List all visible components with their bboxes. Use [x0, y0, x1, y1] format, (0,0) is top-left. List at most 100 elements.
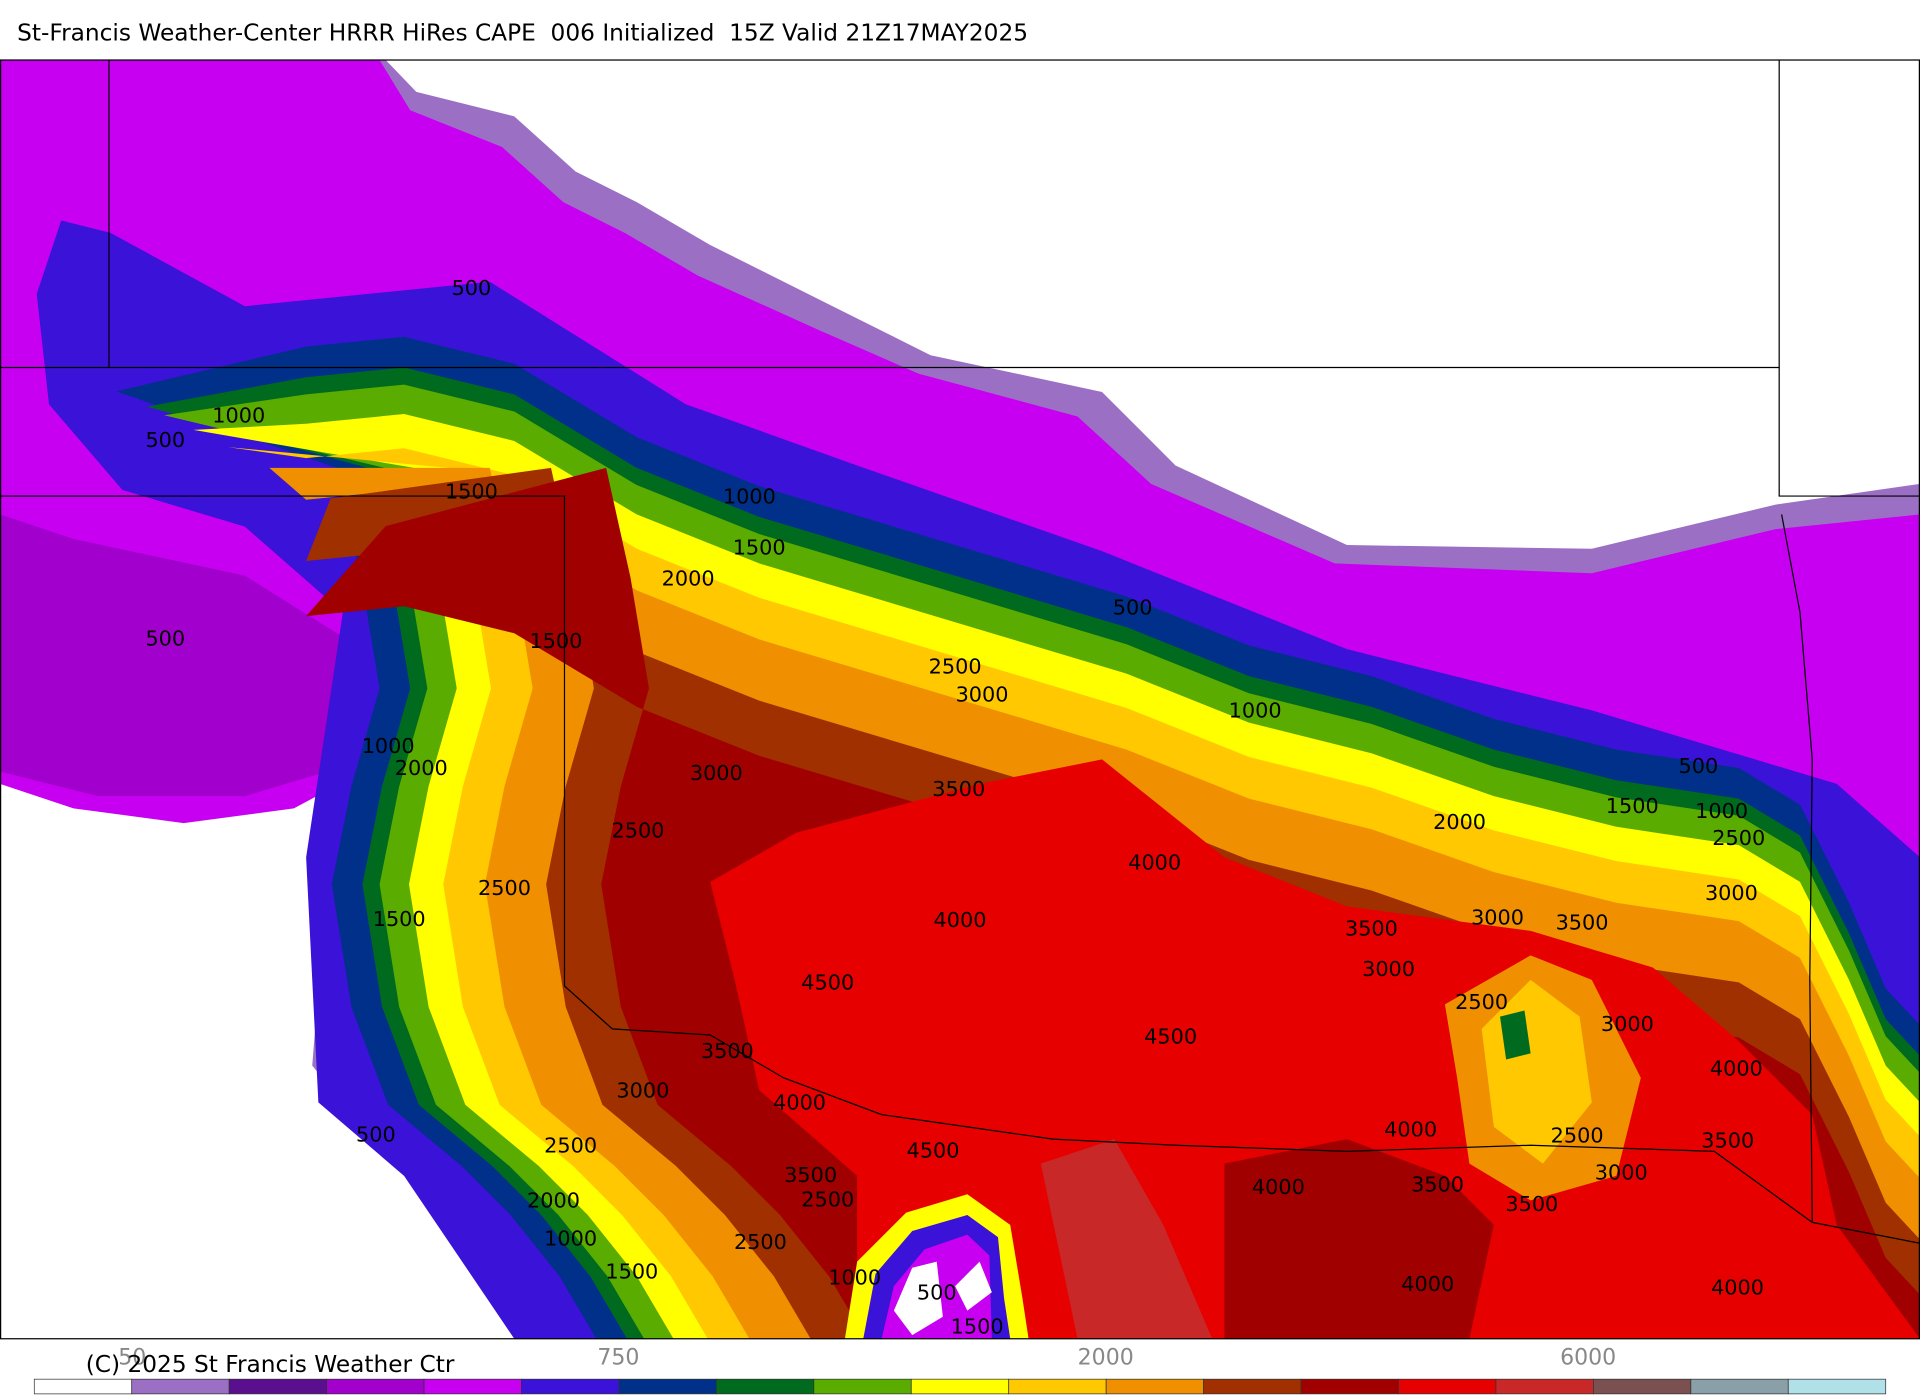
contour-label: 4000 — [773, 1091, 826, 1115]
contour-label: 2500 — [1712, 826, 1765, 850]
colorbar-label: 750 — [597, 1345, 639, 1370]
title: St-Francis Weather-Center HRRR HiRes CAP… — [17, 19, 1028, 46]
contour-label: 2500 — [1455, 990, 1508, 1014]
contour-label: 1000 — [1695, 799, 1748, 823]
colorbar-segment — [521, 1378, 620, 1395]
colorbar-segment — [423, 1378, 522, 1395]
colorbar-segment — [1787, 1378, 1887, 1395]
contour-label: 4000 — [1401, 1272, 1454, 1296]
contour-label: 1500 — [951, 1315, 1004, 1339]
contour-label: 1500 — [529, 629, 582, 653]
contour-label: 3000 — [690, 761, 743, 785]
contour-label: 500 — [452, 276, 492, 300]
map-border — [0, 59, 1920, 1340]
contour-label: 3000 — [1601, 1012, 1654, 1036]
colorbar-segment — [910, 1378, 1010, 1395]
contour-label: 4500 — [801, 971, 854, 995]
contour-label: 2000 — [1433, 810, 1486, 834]
colorbar-segment — [1203, 1378, 1302, 1395]
cape-area — [0, 514, 368, 797]
colorbar-label: 6000 — [1560, 1345, 1616, 1370]
contour-label: 1500 — [733, 536, 786, 560]
colorbar-segment — [228, 1378, 327, 1395]
clear-area — [893, 1261, 943, 1336]
contour-label: 1000 — [212, 403, 265, 427]
colorbar-label: 50 — [118, 1345, 146, 1370]
contour-label: 3000 — [616, 1078, 669, 1102]
contour-label: 2000 — [662, 566, 715, 590]
cape-area — [1500, 1010, 1531, 1060]
colorbar-segment — [1398, 1378, 1497, 1395]
contour-label: 2500 — [801, 1187, 854, 1211]
contour-label: 1500 — [445, 479, 498, 503]
contour-label: 3000 — [1595, 1160, 1648, 1184]
contour-label: 3500 — [932, 777, 985, 801]
contour-label: 500 — [145, 626, 185, 650]
contour-label: 1000 — [1229, 699, 1282, 723]
state-boundary — [0, 495, 1920, 1244]
state-boundary — [1781, 514, 1813, 1223]
contour-label: 3500 — [784, 1163, 837, 1187]
contour-label: 500 — [1679, 754, 1719, 778]
contour-label: 1500 — [1606, 794, 1659, 818]
contour-label: 3000 — [1705, 881, 1758, 905]
contour-label: 2500 — [734, 1230, 787, 1254]
contour-label: 4000 — [1128, 851, 1181, 875]
colorbar-segment — [1300, 1378, 1399, 1395]
clear-area — [955, 1261, 992, 1311]
contour-label: 2500 — [544, 1133, 597, 1157]
contour-label: 3000 — [956, 683, 1009, 707]
contour-label: 1000 — [362, 734, 415, 758]
contour-label: 2000 — [395, 756, 448, 780]
contour-label: 4000 — [934, 908, 987, 932]
colorbar-segment — [1495, 1378, 1594, 1395]
contour-label: 4500 — [907, 1138, 960, 1162]
contour-label: 1500 — [373, 907, 426, 931]
cape-area — [1224, 1139, 1494, 1339]
contour-label: 3500 — [1411, 1173, 1464, 1197]
fields — [0, 60, 1920, 1339]
contour-label: 4000 — [1384, 1118, 1437, 1142]
contour-label: 1000 — [544, 1227, 597, 1251]
colorbar-segment — [131, 1378, 230, 1395]
contour-label: 1000 — [828, 1266, 881, 1290]
contour-label: 500 — [145, 428, 185, 452]
contour-label: 500 — [356, 1122, 396, 1146]
colorbar-segment — [326, 1378, 425, 1395]
colorbar-segment — [716, 1378, 815, 1395]
colorbar-segment — [1690, 1378, 1789, 1395]
contour-label: 3500 — [1505, 1192, 1558, 1216]
colorbar-label: 2000 — [1078, 1345, 1134, 1370]
contour-label: 2500 — [478, 876, 531, 900]
colorbar-segment — [618, 1378, 717, 1395]
contour-label: 2500 — [929, 655, 982, 679]
colorbar-segment — [1105, 1378, 1204, 1395]
contour-label: 3500 — [1345, 917, 1398, 941]
contour-label: 3000 — [1471, 906, 1524, 930]
colorbar-segment — [813, 1378, 912, 1395]
contour-label: 1000 — [723, 484, 776, 508]
colorbar-segment — [33, 1378, 133, 1395]
contour-label: 3500 — [1556, 911, 1609, 935]
contour-label: 500 — [1113, 596, 1153, 620]
contour-label: 4500 — [1144, 1024, 1197, 1048]
colorbar-segment — [1593, 1378, 1692, 1395]
colorbar: 50 750 2000 6000 — [33, 1345, 1887, 1395]
contour-label: 500 — [917, 1280, 957, 1304]
contour-label: 3500 — [701, 1039, 754, 1063]
contour-label: 3500 — [1701, 1129, 1754, 1153]
copyright: (C) 2025 St Francis Weather Ctr — [86, 1351, 455, 1378]
contour-label: 2000 — [527, 1189, 580, 1213]
contour-label: 2500 — [1551, 1124, 1604, 1148]
cape-area — [710, 759, 1920, 1339]
contour-label: 4000 — [1710, 1056, 1763, 1080]
contour-label: 1500 — [605, 1260, 658, 1284]
colorbar-segment — [1008, 1378, 1107, 1395]
contour-label: 4000 — [1252, 1175, 1305, 1199]
state-boundary — [1778, 367, 1920, 497]
contour-label: 4000 — [1711, 1276, 1764, 1300]
map: 500 1000 500 1500 1000 1500 2000 500 1500 500 2500… — [0, 59, 1920, 1340]
contour-label: 2500 — [611, 819, 664, 843]
